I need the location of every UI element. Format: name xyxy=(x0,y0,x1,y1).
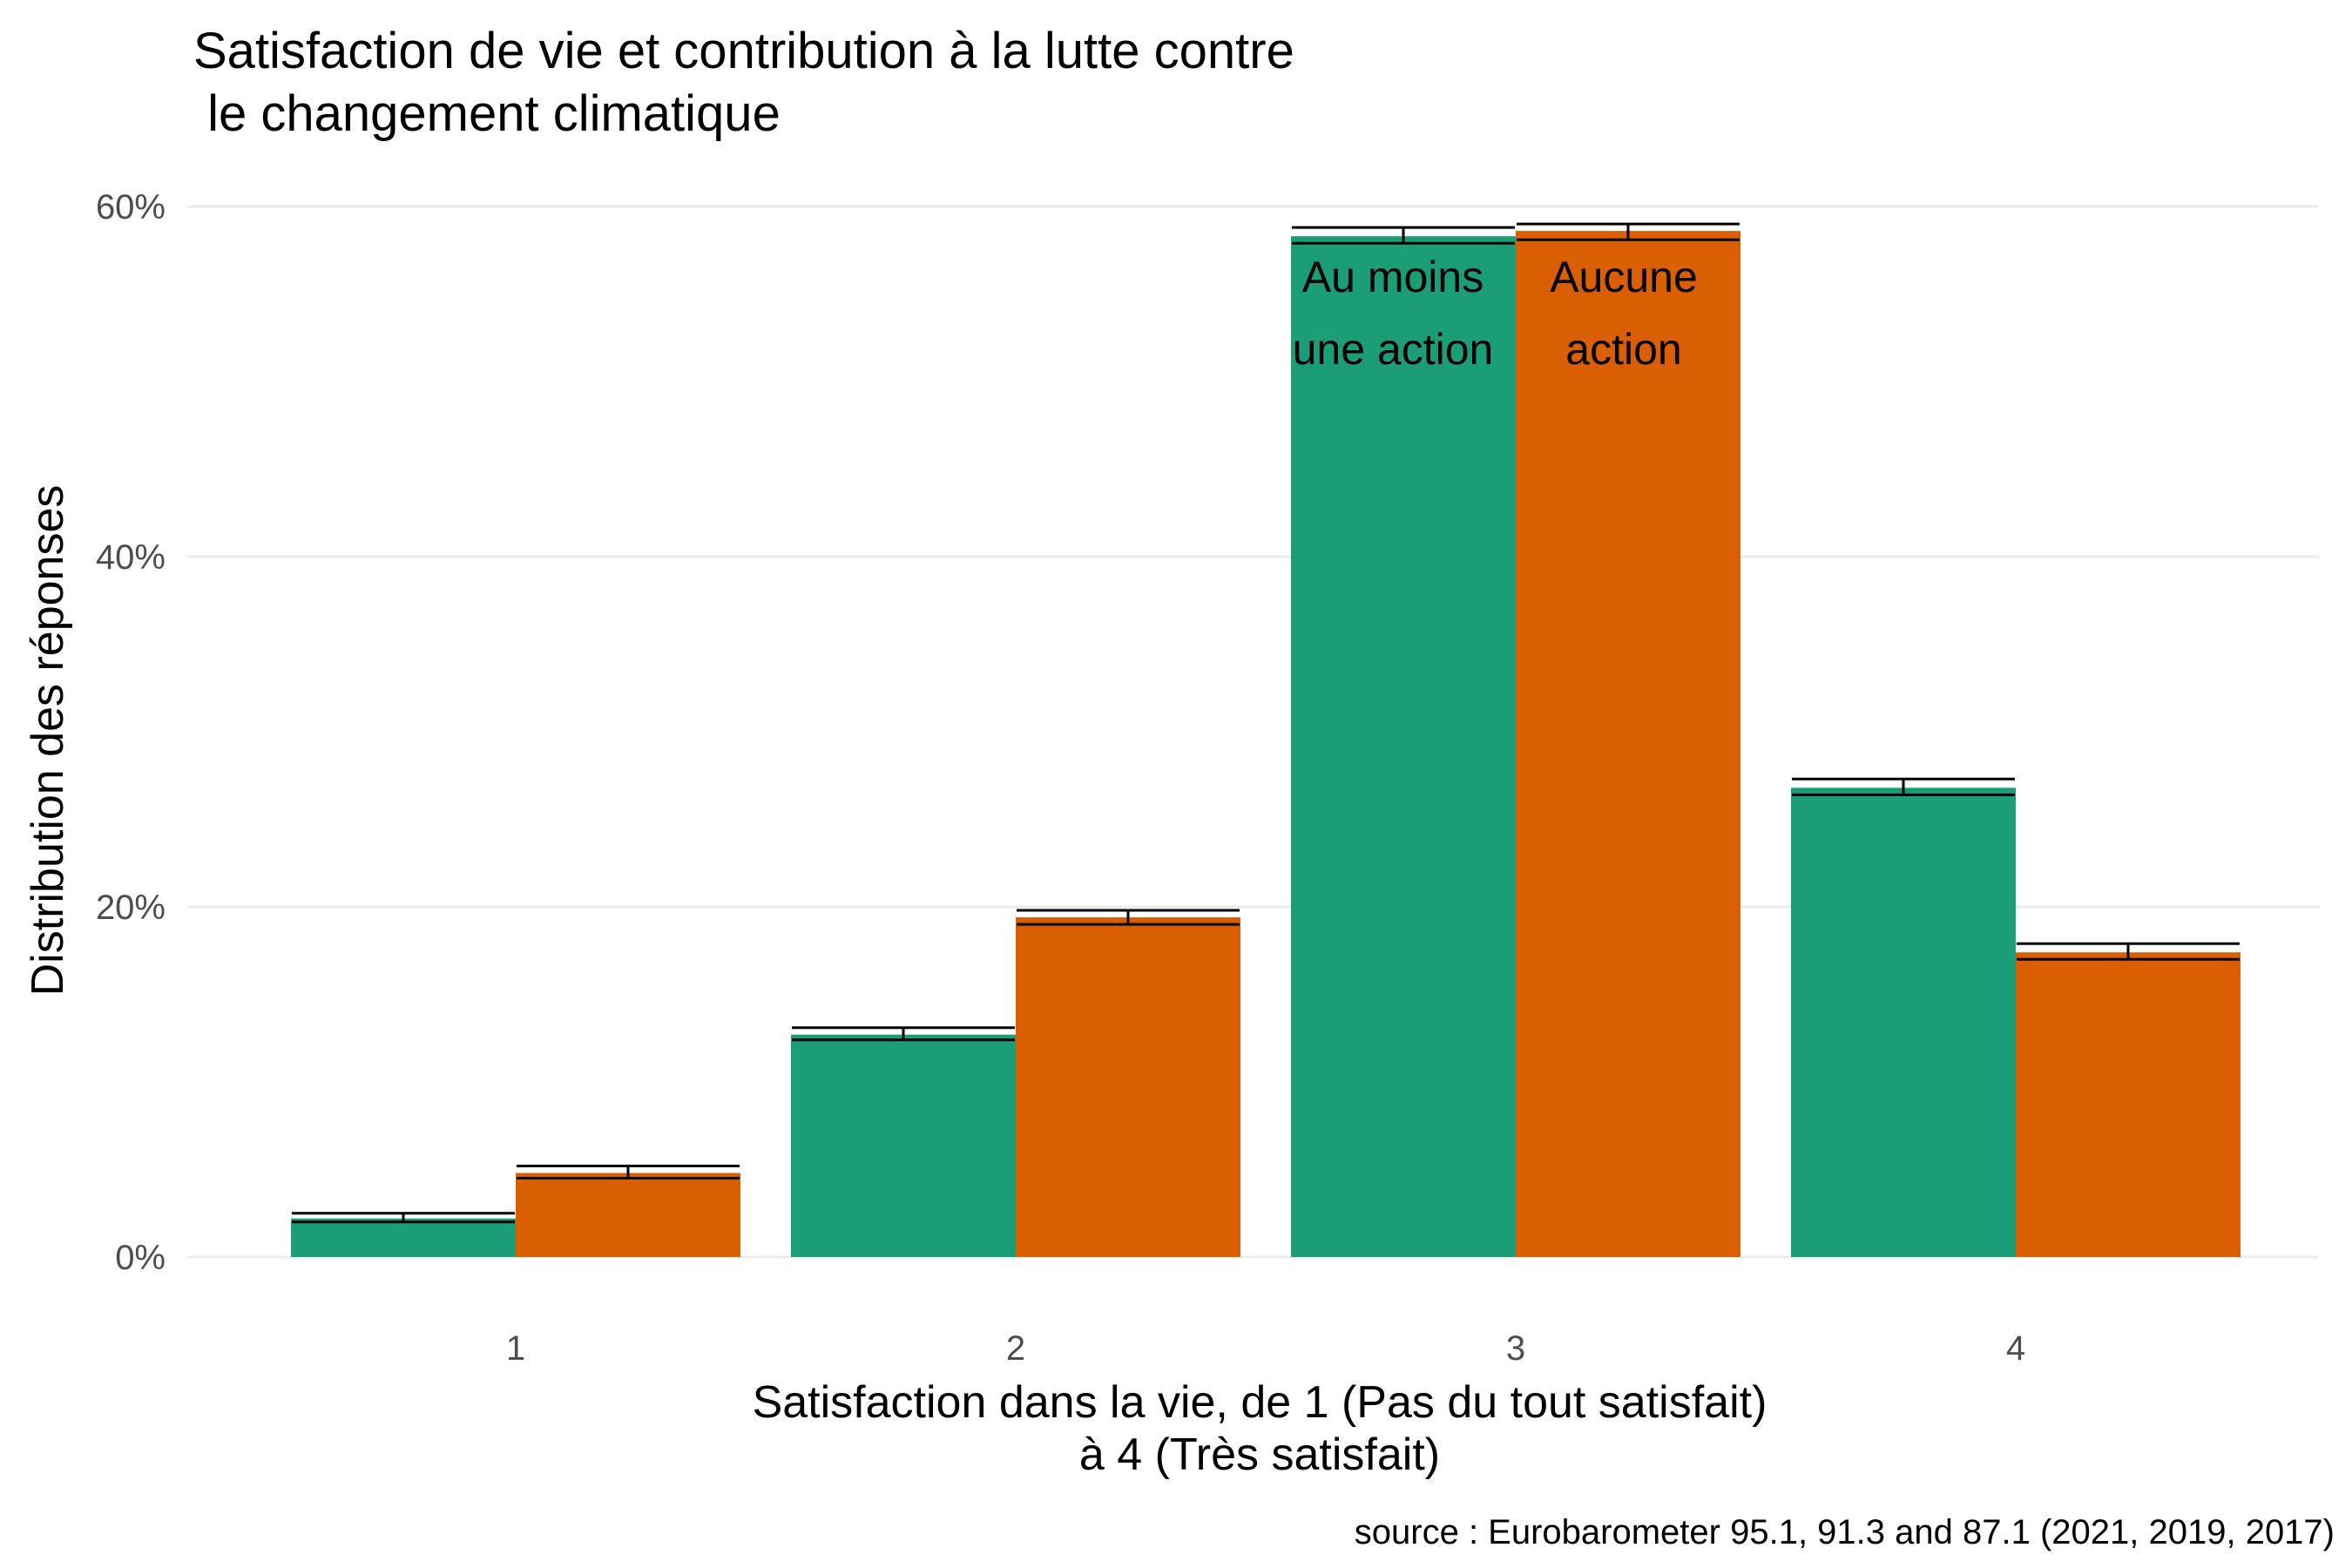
y-tick-label: 20% xyxy=(96,889,166,927)
x-axis-ticks: 1 2 3 4 xyxy=(506,1329,2025,1368)
bar-series1-cat1 xyxy=(291,1218,516,1257)
x-axis-title-line-1: Satisfaction dans la vie, de 1 (Pas du t… xyxy=(753,1377,1767,1428)
bar-series2-cat4 xyxy=(2016,952,2240,1257)
error-bar-series2-cat4 xyxy=(2017,942,2240,961)
error-bar-series1-cat4 xyxy=(1792,777,2015,796)
y-axis-ticks: 0% 20% 40% 60% xyxy=(96,188,166,1277)
series-label-1-line-1: Au moins xyxy=(1302,253,1484,301)
y-axis-title: Distribution des réponses xyxy=(23,485,73,997)
bars xyxy=(291,231,2240,1257)
y-tick-label: 0% xyxy=(115,1239,166,1277)
error-bar-series1-cat1 xyxy=(292,1212,515,1224)
bar-series1-cat3 xyxy=(1291,236,1516,1257)
chart-title-line-1: Satisfaction de vie et contribution à la… xyxy=(193,23,1294,79)
x-tick-label: 2 xyxy=(1006,1329,1025,1368)
bar-series1-cat4 xyxy=(1791,787,2016,1257)
y-tick-label: 40% xyxy=(96,538,166,577)
error-bar-series1-cat2 xyxy=(792,1026,1015,1042)
source-caption: source : Eurobarometer 95.1, 91.3 and 87… xyxy=(1355,1513,2335,1551)
chart-title-line-2: le changement climatique xyxy=(193,85,781,142)
error-bars xyxy=(292,222,2240,1224)
x-axis-title-line-2: à 4 (Très satisfait) xyxy=(1079,1429,1440,1480)
error-bar-series2-cat2 xyxy=(1017,909,1240,926)
error-bar-series2-cat3 xyxy=(1517,222,1740,241)
x-tick-label: 3 xyxy=(1506,1329,1525,1368)
series-label-2-line-1: Aucune xyxy=(1550,253,1698,301)
bar-series1-cat2 xyxy=(791,1034,1016,1257)
bar-series2-cat1 xyxy=(516,1173,740,1257)
series-annotations: Au moins une action Aucune action xyxy=(1293,253,1698,374)
error-bar-series1-cat3 xyxy=(1292,226,1515,245)
x-tick-label: 4 xyxy=(2006,1329,2025,1368)
series-label-1-line-2: une action xyxy=(1293,325,1494,374)
y-tick-label: 60% xyxy=(96,188,166,226)
error-bar-series2-cat1 xyxy=(517,1164,740,1180)
x-tick-label: 1 xyxy=(506,1329,525,1368)
series-label-2-line-2: action xyxy=(1565,325,1681,374)
bar-series2-cat3 xyxy=(1516,231,1740,1257)
bar-series2-cat2 xyxy=(1016,917,1240,1257)
